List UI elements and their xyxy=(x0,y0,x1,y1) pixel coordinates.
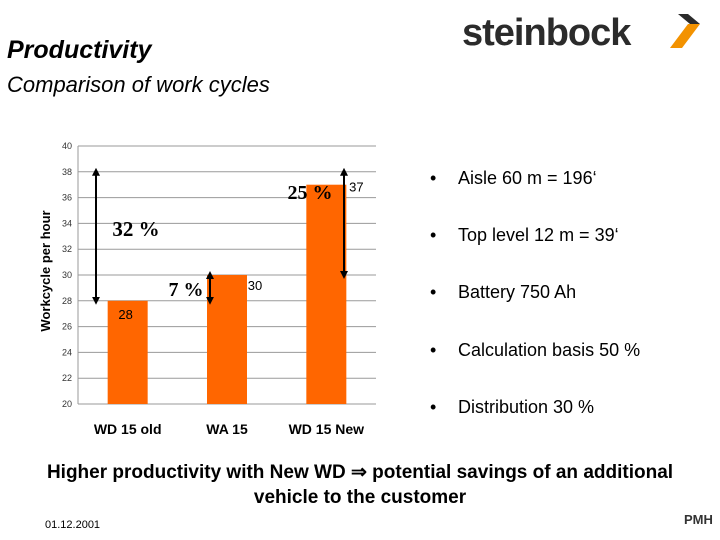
data-label: 30 xyxy=(248,278,262,293)
data-label: 37 xyxy=(349,180,363,195)
x-tick-label: WA 15 xyxy=(206,421,248,437)
x-tick-label: WD 15 New xyxy=(289,421,365,437)
steinbock-logo: steinbock xyxy=(462,12,631,54)
bar xyxy=(107,300,148,404)
data-label: 28 xyxy=(118,307,132,322)
x-tick-label: WD 15 old xyxy=(94,421,162,437)
y-tick-label: 40 xyxy=(62,141,72,151)
page-subtitle: Comparison of work cycles xyxy=(7,72,270,97)
y-tick-label: 30 xyxy=(62,270,72,280)
y-axis-label: Workcycle per hour xyxy=(38,210,53,331)
percent-annotation: 25 % xyxy=(288,182,333,204)
y-tick-label: 38 xyxy=(62,167,72,177)
bullet-item: • Battery 750 Ah xyxy=(430,282,577,302)
percent-annotation: 7 % xyxy=(169,279,204,301)
bullet-item: • Top level 12 m = 39‘ xyxy=(430,225,619,245)
page-title: Productivity xyxy=(7,36,152,64)
pmh-logo: PMH xyxy=(684,512,713,527)
logo-accent-icon xyxy=(670,14,700,48)
conclusion-text: Higher productivity with New WD ⇒ potent… xyxy=(46,462,674,508)
bullet-item: • Aisle 60 m = 196‘ xyxy=(430,168,597,188)
y-tick-label: 36 xyxy=(62,193,72,203)
y-tick-label: 26 xyxy=(62,322,72,332)
y-tick-label: 34 xyxy=(62,218,72,228)
implies-arrow-icon: ⇒ xyxy=(350,462,367,483)
bullet-item: • Distribution 30 % xyxy=(430,397,595,417)
y-tick-label: 20 xyxy=(62,399,72,409)
footer-date: 01.12.2001 xyxy=(45,519,101,531)
y-tick-label: 22 xyxy=(62,373,72,383)
y-tick-label: 28 xyxy=(62,296,72,306)
chart-text-layer: 20 22 24 26 28 30 32 34 36 38 40 Workcycle per hour… xyxy=(38,141,364,437)
annotation-layer xyxy=(92,167,348,305)
bar xyxy=(306,184,347,404)
y-tick-label: 32 xyxy=(62,244,72,254)
y-tick-label: 24 xyxy=(62,347,72,357)
bar xyxy=(207,275,247,404)
percent-annotation: 32 % xyxy=(112,217,159,241)
bullet-item: • Calculation basis 50 % xyxy=(430,340,641,360)
